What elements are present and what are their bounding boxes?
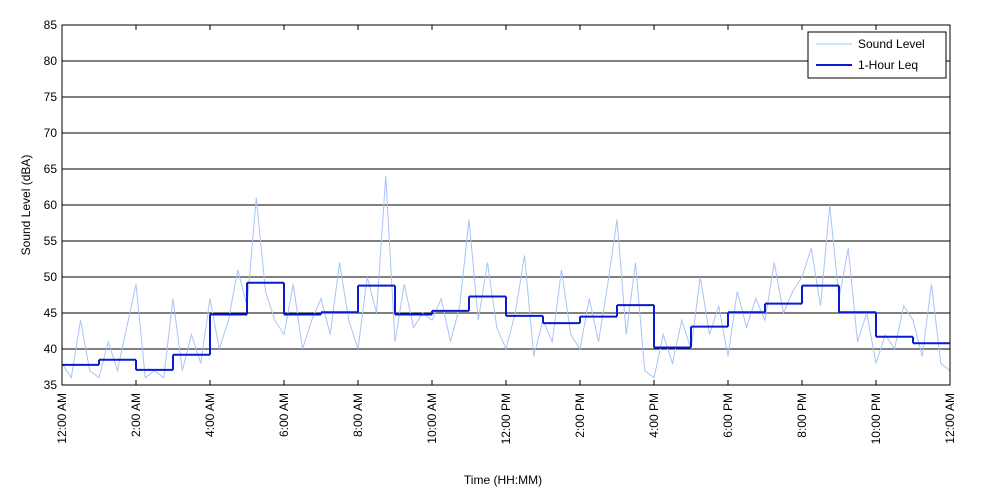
y-tick-label: 60 bbox=[44, 198, 58, 212]
y-tick-label: 45 bbox=[44, 306, 58, 320]
legend-label: 1-Hour Leq bbox=[858, 58, 918, 72]
x-tick-label: 4:00 AM bbox=[203, 393, 217, 437]
x-tick-label: 6:00 AM bbox=[277, 393, 291, 437]
x-tick-label: 12:00 PM bbox=[499, 393, 513, 444]
x-tick-label: 10:00 PM bbox=[869, 393, 883, 444]
x-tick-label: 12:00 AM bbox=[943, 393, 957, 444]
x-tick-label: 8:00 AM bbox=[351, 393, 365, 437]
y-axis-title: Sound Level (dBA) bbox=[19, 155, 33, 256]
y-tick-label: 85 bbox=[44, 18, 58, 32]
legend-label: Sound Level bbox=[858, 37, 925, 51]
x-tick-label: 2:00 AM bbox=[129, 393, 143, 437]
sound-level-line bbox=[61, 176, 951, 380]
y-tick-label: 75 bbox=[44, 90, 58, 104]
x-tick-label: 10:00 AM bbox=[425, 393, 439, 444]
y-tick-label: 80 bbox=[44, 54, 58, 68]
y-tick-label: 35 bbox=[44, 378, 58, 392]
x-tick-label: 8:00 PM bbox=[795, 393, 809, 438]
plot-frame bbox=[61, 24, 951, 386]
legend-box bbox=[807, 31, 947, 79]
x-axis-title: Time (HH:MM) bbox=[464, 473, 542, 487]
y-tick-label: 55 bbox=[44, 234, 58, 248]
y-tick-label: 70 bbox=[44, 126, 58, 140]
y-tick-label: 50 bbox=[44, 270, 58, 284]
x-tick-label: 4:00 PM bbox=[647, 393, 661, 438]
x-tick-label: 12:00 AM bbox=[55, 393, 69, 444]
y-tick-label: 65 bbox=[44, 162, 58, 176]
x-tick-label: 2:00 PM bbox=[573, 393, 587, 438]
y-tick-label: 40 bbox=[44, 342, 58, 356]
x-tick-label: 6:00 PM bbox=[721, 393, 735, 438]
